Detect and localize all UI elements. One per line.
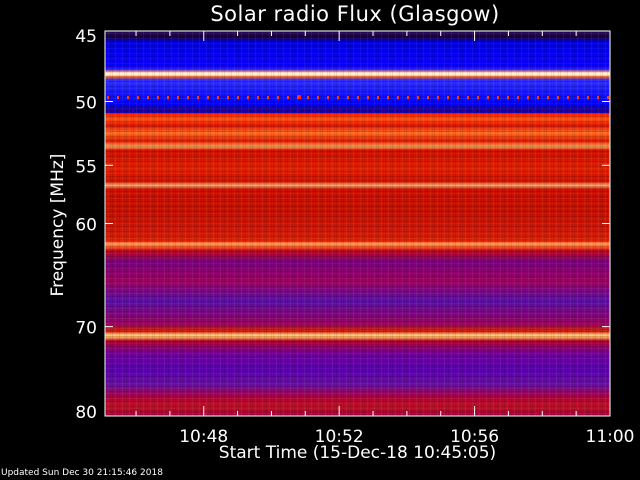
line-artifact-dot [287, 96, 289, 100]
line-artifact-dot [537, 96, 539, 100]
line-artifact-dot [347, 96, 349, 100]
line-artifact-dot [147, 96, 149, 100]
spectrogram-texture-h [105, 31, 610, 416]
line-artifact-dot [547, 96, 549, 100]
line-artifact-dot [467, 96, 469, 100]
line-artifact-dot [327, 96, 329, 100]
updated-timestamp: Updated Sun Dec 30 21:15:46 2018 [1, 468, 163, 478]
line-artifact-dot [417, 96, 419, 100]
line-artifact-dot [517, 96, 519, 100]
line-artifact-dot [127, 96, 129, 100]
line-artifact-dot [387, 96, 389, 100]
line-artifact-dot [317, 96, 319, 100]
line-artifact-dot [227, 96, 229, 100]
line-artifact-dot [257, 96, 259, 100]
line-artifact-dot [137, 96, 139, 100]
line-artifact-dot [297, 96, 299, 100]
line-artifact-dot [587, 96, 589, 100]
line-artifact-dot [207, 96, 209, 100]
line-artifact-dot [607, 96, 609, 100]
line-artifact-dot [277, 96, 279, 100]
line-artifact-dot [107, 96, 109, 100]
line-artifact-dot [117, 96, 119, 100]
line-artifact-dot [447, 96, 449, 100]
x-tick-label-1056: 10:56 [450, 427, 499, 447]
line-artifact-dot [247, 96, 249, 100]
line-artifact-dot [367, 96, 369, 100]
line-artifact-dot [377, 96, 379, 100]
y-tick-label-50: 50 [75, 94, 97, 114]
line-artifact-dot [577, 96, 579, 100]
line-artifact-dot [597, 96, 599, 100]
line-artifact-dot [427, 96, 429, 100]
y-axis-label: Frequency [MHz] [48, 153, 68, 297]
y-tick-label-80: 80 [75, 403, 97, 423]
x-axis-label: Start Time (15-Dec-18 10:45:05) [218, 443, 497, 463]
chart-title: Solar radio Flux (Glasgow) [210, 2, 500, 26]
line-artifact-dot [507, 96, 509, 100]
line-artifact-dot [497, 96, 499, 100]
line-artifact-dot [477, 96, 479, 100]
line-artifact-dot [567, 96, 569, 100]
y-axis: 45 50 55 60 70 80 [75, 27, 610, 423]
y-tick-label-55: 55 [75, 157, 97, 177]
line-artifact-dot [527, 96, 529, 100]
y-tick-label-70: 70 [75, 319, 97, 339]
x-tick-label-1100: 11:00 [586, 427, 635, 447]
line-artifact-dot [187, 96, 189, 100]
line-artifact-dot [237, 96, 239, 100]
line-artifact-dot [557, 96, 559, 100]
x-tick-label-1048: 10:48 [179, 427, 228, 447]
line-artifact-dot [337, 96, 339, 100]
x-axis: 10:48 10:52 10:56 11:00 [107, 31, 635, 447]
line-artifact-dot [487, 96, 489, 100]
line-artifact-dot [177, 96, 179, 100]
line-artifact-dot [397, 96, 399, 100]
y-tick-label-45: 45 [75, 27, 97, 47]
y-tick-label-60: 60 [75, 216, 97, 236]
line-artifact-dot [157, 96, 159, 100]
line-artifact-dot [407, 96, 409, 100]
line-artifact-dot [217, 96, 219, 100]
line-artifact-dot [457, 96, 459, 100]
x-tick-label-1052: 10:52 [315, 427, 364, 447]
line-artifact-dot [167, 96, 169, 100]
line-artifact-dot [267, 96, 269, 100]
line-artifact-dot [197, 96, 199, 100]
line-artifact-dot [307, 96, 309, 100]
line-artifact-dot [437, 96, 439, 100]
line-artifact-dot [357, 96, 359, 100]
